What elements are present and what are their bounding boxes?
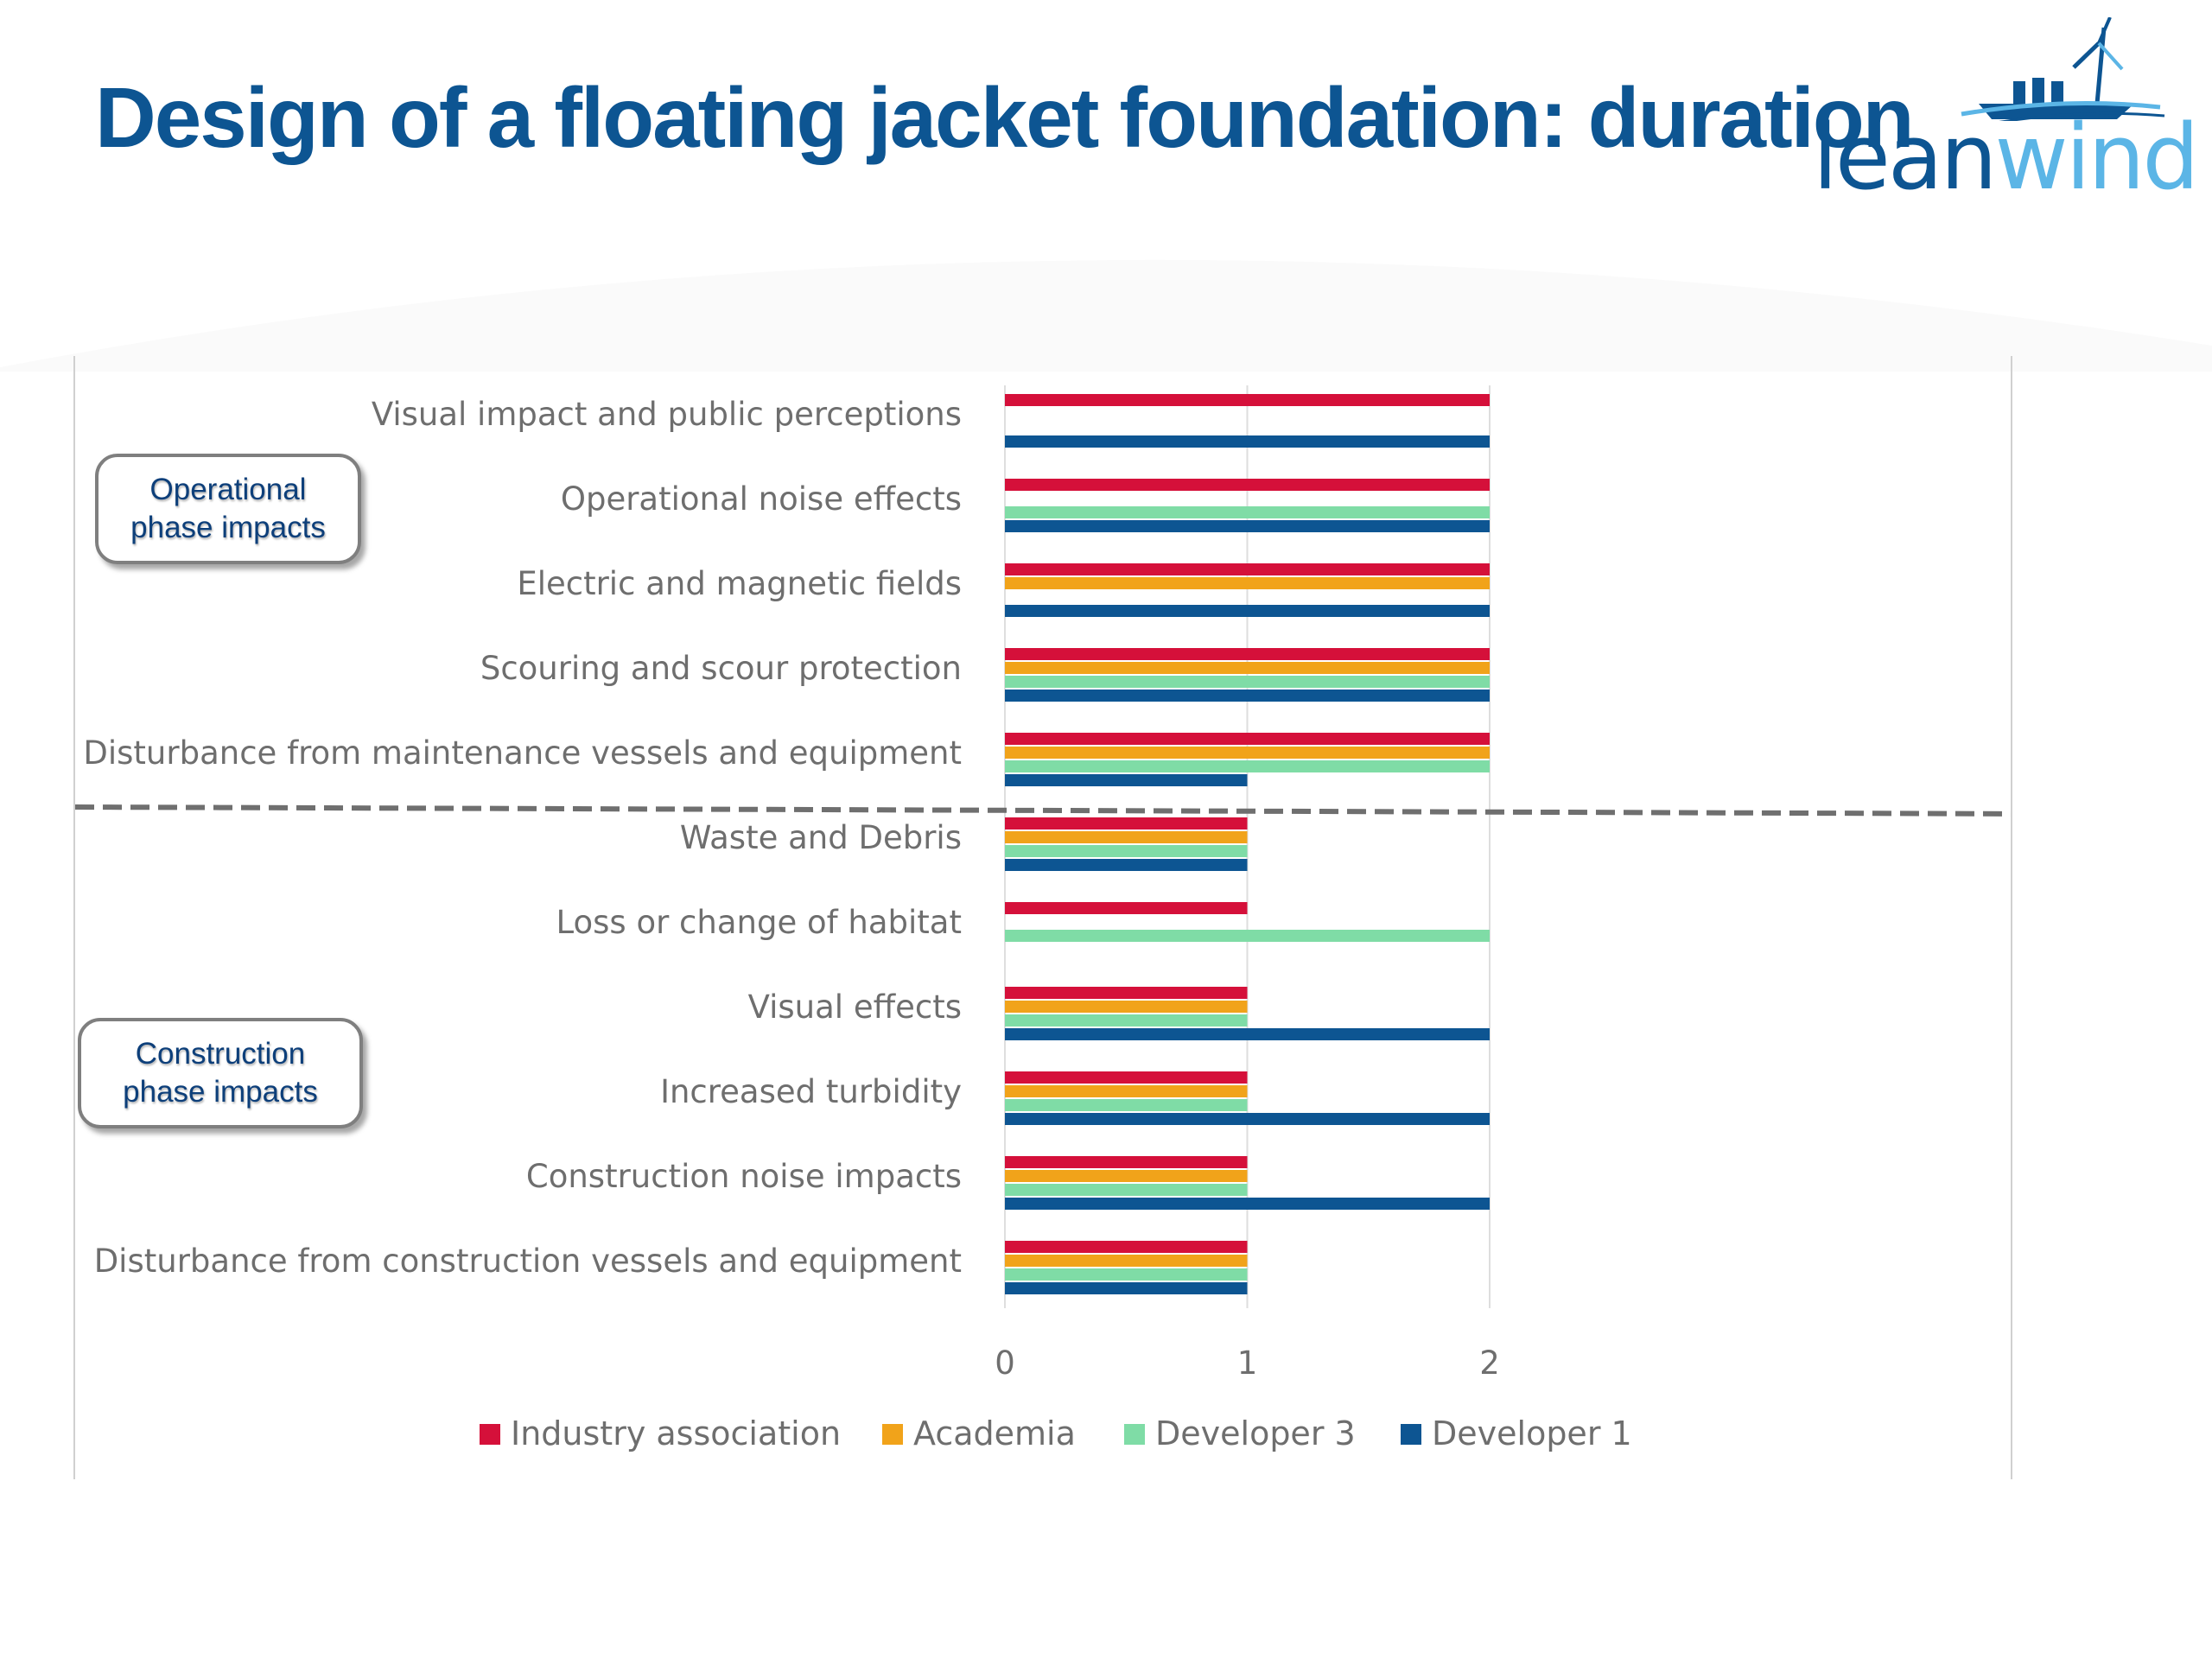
- bar-industry-association: [1005, 648, 1490, 660]
- construction-phase-callout: Construction phase impacts: [78, 1018, 363, 1128]
- bar-industry-association: [1005, 902, 1248, 914]
- bar-industry-association: [1005, 987, 1248, 999]
- bar-developer-1: [1005, 859, 1248, 871]
- category-label: Scouring and scour protection: [480, 650, 962, 687]
- bar-industry-association: [1005, 1241, 1248, 1253]
- bar-industry-association: [1005, 479, 1490, 491]
- category-label: Loss or change of habitat: [556, 904, 962, 941]
- legend-swatch: [480, 1424, 500, 1445]
- category-label: Construction noise impacts: [526, 1158, 962, 1195]
- logo-wind-text: wind: [1994, 105, 2200, 210]
- bar-developer-3: [1005, 930, 1490, 942]
- bar-developer-3: [1005, 760, 1490, 772]
- category-label: Disturbance from construction vessels an…: [94, 1243, 962, 1280]
- bar-industry-association: [1005, 394, 1490, 406]
- bar-academia: [1005, 662, 1490, 674]
- category-label: Electric and magnetic fields: [517, 565, 962, 602]
- bar-developer-3: [1005, 1014, 1248, 1027]
- bar-industry-association: [1005, 817, 1248, 830]
- bar-developer-1: [1005, 1198, 1490, 1210]
- category-label: Operational noise effects: [561, 480, 962, 518]
- legend-label: Academia: [913, 1414, 1076, 1452]
- bar-developer-3: [1005, 1184, 1248, 1196]
- legend-label: Industry association: [511, 1414, 841, 1452]
- legend-swatch: [882, 1424, 903, 1445]
- x-tick-label: 2: [1479, 1344, 1500, 1382]
- bar-developer-1: [1005, 1282, 1248, 1294]
- operational-phase-callout: Operational phase impacts: [95, 454, 361, 564]
- bar-developer-1: [1005, 1028, 1490, 1040]
- bar-academia: [1005, 577, 1490, 589]
- bar-industry-association: [1005, 1071, 1248, 1084]
- category-label: Visual impact and public perceptions: [372, 396, 962, 433]
- bar-developer-3: [1005, 1099, 1248, 1111]
- legend-label: Developer 1: [1432, 1414, 1632, 1452]
- category-label: Disturbance from maintenance vessels and…: [83, 734, 962, 772]
- bar-developer-1: [1005, 1113, 1490, 1125]
- vessel-turbine-icon: [1961, 17, 2165, 121]
- chart-area: 0 1 2 Visual impact and public perceptions O…: [73, 356, 2012, 1479]
- bar-developer-3: [1005, 676, 1490, 688]
- category-label: Waste and Debris: [680, 819, 962, 856]
- bar-academia: [1005, 1255, 1248, 1267]
- legend-label: Developer 3: [1155, 1414, 1356, 1452]
- bar-academia: [1005, 1001, 1248, 1013]
- logo-wordmark: leanwind: [1813, 112, 2199, 202]
- bar-academia: [1005, 831, 1248, 843]
- bar-developer-1: [1005, 774, 1248, 786]
- bar-developer-3: [1005, 845, 1248, 857]
- bar-developer-3: [1005, 506, 1490, 518]
- bar-industry-association: [1005, 733, 1490, 745]
- bar-developer-3: [1005, 1268, 1248, 1281]
- logo-lean-text: lean: [1813, 105, 1998, 210]
- leanwind-logo: leanwind: [1806, 17, 2199, 216]
- legend-swatch: [1401, 1424, 1421, 1445]
- bar-chart: 0 1 2 Visual impact and public perceptions O…: [75, 385, 2011, 1452]
- x-tick-label: 1: [1237, 1344, 1258, 1382]
- bar-industry-association: [1005, 1156, 1248, 1168]
- bar-academia: [1005, 1085, 1248, 1097]
- x-tick-label: 0: [995, 1344, 1015, 1382]
- bar-academia: [1005, 1170, 1248, 1182]
- legend-swatch: [1124, 1424, 1145, 1445]
- slide-title: Design of a floating jacket foundation: …: [95, 70, 1915, 165]
- bar-developer-1: [1005, 520, 1490, 532]
- category-label: Visual effects: [748, 988, 962, 1026]
- category-label: Increased turbidity: [660, 1073, 962, 1110]
- bar-industry-association: [1005, 563, 1490, 575]
- bar-developer-1: [1005, 435, 1490, 448]
- phase-divider: [75, 804, 2011, 817]
- decorative-curve: [0, 259, 2212, 372]
- bar-academia: [1005, 747, 1490, 759]
- bar-developer-1: [1005, 690, 1490, 702]
- bar-developer-1: [1005, 605, 1490, 617]
